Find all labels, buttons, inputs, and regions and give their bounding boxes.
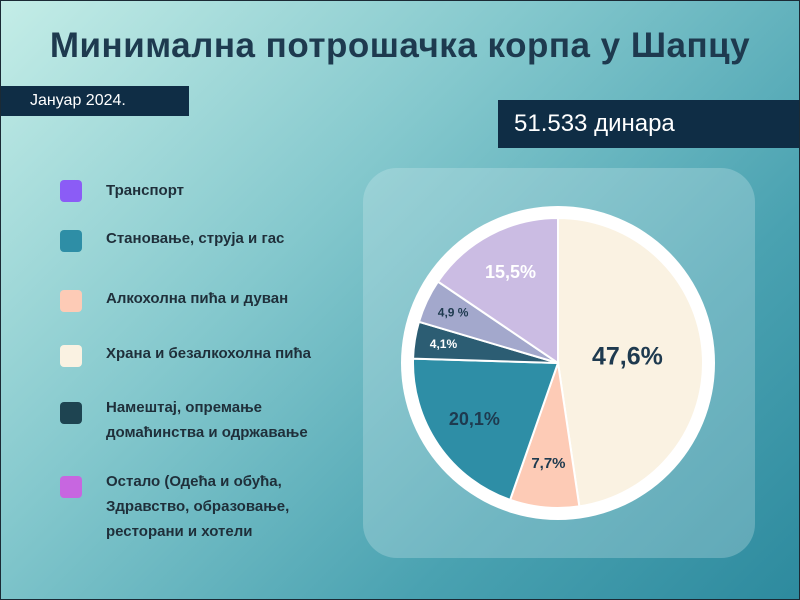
legend-swatch [60,290,82,312]
legend-label: Остало (Одећа и обућа, Здравство, образо… [106,473,290,540]
legend-swatch [60,345,82,367]
legend-label: Храна и безалкохолна пића [106,345,311,362]
pie-slice-label: 4,9 % [438,306,469,320]
legend-label: Намештај, опремање домаћинства и одржава… [106,399,308,441]
pie-slice-label: 15,5% [485,262,536,282]
pie-slice [412,357,560,502]
legend-label: Алкохолна пића и дуван [106,290,289,307]
pie-slice-label: 20,1% [449,409,500,429]
total-amount-badge: 51.533 динара [498,100,800,148]
page-title: Минимална потрошачка корпа у Шапцу [49,26,751,65]
legend-swatch [60,180,82,202]
legend-swatch [60,402,82,424]
legend-label: Транспорт [106,182,185,199]
pie-slice-label: 4,1% [430,337,458,351]
legend-swatch [60,476,82,498]
legend-label: Становање, струја и гас [106,230,285,247]
pie-slice-label: 7,7% [531,455,565,472]
legend-swatch [60,230,82,252]
date-badge: Јануар 2024. [0,86,189,116]
pie-slice-label: 47,6% [592,342,663,370]
pie-slice [557,216,704,508]
legend: Транспорт Становање, струја и гас Алкохо… [0,0,360,600]
pie-slice [436,216,559,365]
